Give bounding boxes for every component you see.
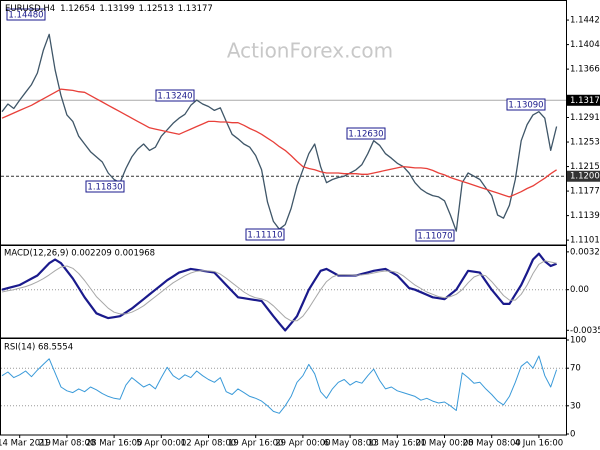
level-label: 1.13177: [570, 96, 600, 106]
x-tick-label: 21 Mar 08:00: [39, 439, 96, 449]
symbol-label: EURUSD,H4: [5, 4, 55, 14]
watermark: ActionForex.com: [227, 39, 393, 63]
x-tick-label: 28 Mar 16:00: [86, 439, 143, 449]
annotation-box: [6, 8, 46, 21]
ohlc-open: 1.12654: [60, 4, 95, 14]
annotation-label: 1.11830: [87, 182, 122, 192]
ohlc-high: 1.13199: [99, 4, 134, 14]
x-tick-label: 13 May 16:00: [368, 439, 426, 449]
annotation-label: 1.11070: [417, 231, 452, 241]
annotation-label: 1.11110: [247, 230, 282, 240]
annotation-box: [415, 229, 455, 242]
panel-frame: [0, 338, 567, 436]
y-tick-label: 1.12910: [570, 113, 600, 123]
x-tick-label: 28 May 08:00: [463, 439, 521, 449]
y-tick-label: 1.14040: [570, 40, 600, 50]
annotation-box: [245, 228, 285, 241]
y-tick-label: 70: [570, 364, 581, 374]
y-tick-label: 1.13660: [570, 65, 600, 75]
y-tick-label: 0.003278: [570, 247, 600, 257]
annotation-box: [85, 180, 125, 193]
annotation-label: 1.13090: [508, 100, 543, 110]
ohlc-close: 1.13177: [178, 4, 213, 14]
annotation-label: 1.12630: [348, 129, 383, 139]
x-tick-label: 12 Apr 08:00: [181, 439, 236, 449]
macd-title: MACD(12,26,9) 0.002209 0.001968: [4, 249, 155, 259]
y-tick-label: 1.11770: [570, 187, 600, 197]
annotation-label: 1.14480: [8, 10, 43, 20]
series-line: [1, 88, 557, 198]
annotation-label: 1.13240: [157, 91, 192, 101]
y-tick-label: 1.12150: [570, 162, 600, 172]
y-tick-label: 1.11010: [570, 236, 600, 246]
y-tick-label: 1.11390: [570, 211, 600, 221]
y-tick-label: 1.14420: [570, 16, 600, 26]
y-tick-label: 100: [570, 336, 586, 346]
x-tick-label: 14 Mar 2019: [0, 439, 51, 449]
y-tick-label: 30: [570, 401, 581, 411]
x-tick-label: 4 Jun 16:00: [515, 439, 564, 449]
y-tick-label: -0.003519: [570, 326, 600, 336]
series-line: [1, 260, 557, 322]
x-tick-label: 19 Apr 16:00: [228, 439, 283, 449]
y-tick-label: 1.12530: [570, 138, 600, 148]
annotation-box: [346, 127, 386, 140]
series-line: [1, 355, 558, 414]
x-tick-label: 29 Apr 00:00: [275, 439, 330, 449]
symbol: EURUSD,H4 1.12654 1.13199 1.12513 1.13177: [5, 4, 213, 14]
ohlc-low: 1.12513: [138, 4, 173, 14]
level-tag: [567, 94, 600, 106]
y-tick-label: 0.00: [570, 285, 589, 295]
x-tick-label: 6 May 08:00: [324, 439, 377, 449]
rsi-title: RSI(14) 68.5554: [4, 343, 73, 353]
level-tag: [567, 170, 600, 182]
annotation-box: [155, 89, 195, 102]
x-tick-label: 21 May 00:00: [415, 439, 473, 449]
y-tick-label: 0: [570, 430, 575, 440]
x-tick-label: 5 Apr 00:00: [136, 439, 186, 449]
series-line: [1, 252, 557, 332]
annotation-box: [506, 98, 546, 111]
